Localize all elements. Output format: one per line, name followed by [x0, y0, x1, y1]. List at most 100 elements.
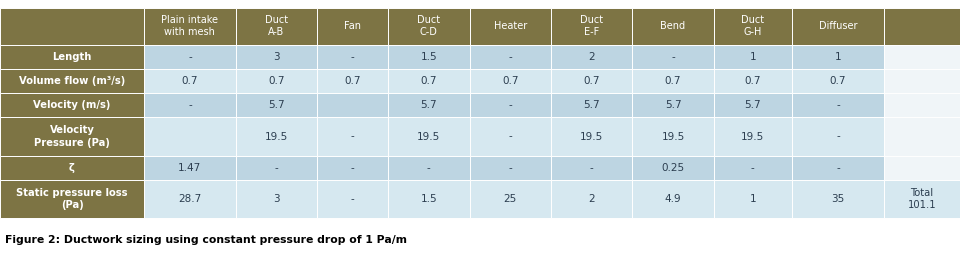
Text: 25: 25: [504, 194, 516, 204]
Text: 0.7: 0.7: [420, 76, 437, 86]
FancyBboxPatch shape: [0, 69, 144, 93]
FancyBboxPatch shape: [551, 45, 633, 69]
Text: -: -: [350, 194, 354, 204]
Text: -: -: [836, 100, 840, 110]
Text: 19.5: 19.5: [661, 132, 684, 141]
FancyBboxPatch shape: [884, 156, 960, 180]
Text: -: -: [589, 163, 593, 173]
FancyBboxPatch shape: [884, 93, 960, 117]
Text: 1.47: 1.47: [179, 163, 202, 173]
FancyBboxPatch shape: [884, 69, 960, 93]
FancyBboxPatch shape: [236, 45, 317, 69]
Text: 19.5: 19.5: [418, 132, 441, 141]
FancyBboxPatch shape: [388, 8, 469, 45]
Text: ζ: ζ: [69, 163, 75, 173]
FancyBboxPatch shape: [236, 180, 317, 218]
FancyBboxPatch shape: [884, 8, 960, 45]
FancyBboxPatch shape: [236, 8, 317, 45]
FancyBboxPatch shape: [713, 117, 792, 156]
FancyBboxPatch shape: [792, 93, 884, 117]
Text: 0.7: 0.7: [584, 76, 600, 86]
Text: 5.7: 5.7: [664, 100, 682, 110]
Text: 1: 1: [750, 52, 756, 62]
Text: 0.7: 0.7: [829, 76, 846, 86]
FancyBboxPatch shape: [633, 156, 713, 180]
FancyBboxPatch shape: [469, 180, 551, 218]
FancyBboxPatch shape: [388, 156, 469, 180]
Text: 19.5: 19.5: [580, 132, 603, 141]
Text: 2: 2: [588, 52, 595, 62]
Text: Figure 2: Ductwork sizing using constant pressure drop of 1 Pa/m: Figure 2: Ductwork sizing using constant…: [5, 235, 407, 245]
Text: Duct
C-D: Duct C-D: [418, 15, 441, 37]
FancyBboxPatch shape: [713, 93, 792, 117]
FancyBboxPatch shape: [317, 117, 388, 156]
FancyBboxPatch shape: [236, 156, 317, 180]
Text: 3: 3: [274, 52, 279, 62]
Text: 1: 1: [834, 52, 841, 62]
FancyBboxPatch shape: [0, 8, 144, 45]
FancyBboxPatch shape: [317, 8, 388, 45]
FancyBboxPatch shape: [144, 117, 236, 156]
Text: -: -: [188, 52, 192, 62]
Text: 28.7: 28.7: [179, 194, 202, 204]
Text: -: -: [509, 132, 512, 141]
FancyBboxPatch shape: [713, 156, 792, 180]
FancyBboxPatch shape: [144, 180, 236, 218]
FancyBboxPatch shape: [551, 69, 633, 93]
Text: -: -: [836, 132, 840, 141]
Text: -: -: [275, 163, 278, 173]
Text: 0.7: 0.7: [664, 76, 682, 86]
Text: Static pressure loss
(Pa): Static pressure loss (Pa): [16, 188, 128, 210]
Text: Diffuser: Diffuser: [819, 21, 857, 31]
Text: Bend: Bend: [660, 21, 685, 31]
FancyBboxPatch shape: [551, 8, 633, 45]
FancyBboxPatch shape: [0, 180, 144, 218]
FancyBboxPatch shape: [633, 180, 713, 218]
FancyBboxPatch shape: [388, 69, 469, 93]
FancyBboxPatch shape: [317, 156, 388, 180]
FancyBboxPatch shape: [388, 180, 469, 218]
Text: 0.7: 0.7: [345, 76, 361, 86]
FancyBboxPatch shape: [0, 156, 144, 180]
Text: -: -: [836, 163, 840, 173]
FancyBboxPatch shape: [317, 180, 388, 218]
FancyBboxPatch shape: [144, 45, 236, 69]
Text: 19.5: 19.5: [741, 132, 764, 141]
Text: -: -: [350, 163, 354, 173]
Text: 0.7: 0.7: [745, 76, 761, 86]
FancyBboxPatch shape: [0, 45, 144, 69]
FancyBboxPatch shape: [551, 180, 633, 218]
Text: -: -: [350, 52, 354, 62]
FancyBboxPatch shape: [236, 69, 317, 93]
FancyBboxPatch shape: [144, 93, 236, 117]
FancyBboxPatch shape: [317, 45, 388, 69]
FancyBboxPatch shape: [0, 117, 144, 156]
FancyBboxPatch shape: [884, 117, 960, 156]
FancyBboxPatch shape: [633, 117, 713, 156]
FancyBboxPatch shape: [792, 180, 884, 218]
Text: 4.9: 4.9: [664, 194, 682, 204]
FancyBboxPatch shape: [792, 117, 884, 156]
FancyBboxPatch shape: [144, 8, 236, 45]
Text: Volume flow (m³/s): Volume flow (m³/s): [19, 76, 125, 86]
FancyBboxPatch shape: [469, 156, 551, 180]
Text: -: -: [671, 52, 675, 62]
FancyBboxPatch shape: [884, 180, 960, 218]
FancyBboxPatch shape: [388, 93, 469, 117]
Text: 0.7: 0.7: [502, 76, 518, 86]
Text: 2: 2: [588, 194, 595, 204]
FancyBboxPatch shape: [236, 93, 317, 117]
FancyBboxPatch shape: [884, 45, 960, 69]
FancyBboxPatch shape: [469, 69, 551, 93]
Text: 0.25: 0.25: [661, 163, 684, 173]
Text: 1.5: 1.5: [420, 194, 437, 204]
FancyBboxPatch shape: [713, 45, 792, 69]
Text: -: -: [751, 163, 755, 173]
FancyBboxPatch shape: [792, 45, 884, 69]
Text: -: -: [427, 163, 431, 173]
Text: Fan: Fan: [345, 21, 361, 31]
FancyBboxPatch shape: [633, 45, 713, 69]
Text: -: -: [188, 100, 192, 110]
Text: Plain intake
with mesh: Plain intake with mesh: [161, 15, 219, 37]
FancyBboxPatch shape: [317, 93, 388, 117]
